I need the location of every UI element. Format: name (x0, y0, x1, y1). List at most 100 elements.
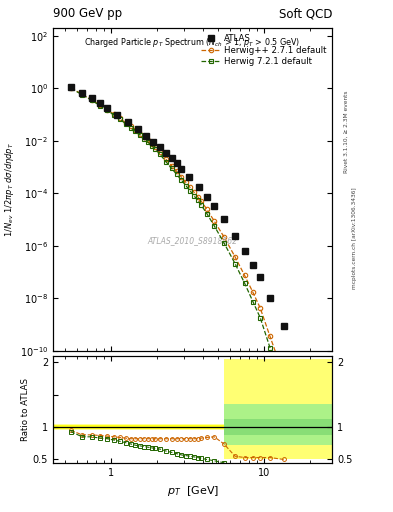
ATLAS (258, 274, 263, 281)
Herwig 7.2.1 default (212, 223, 217, 229)
Herwig 7.2.1 default (69, 85, 73, 91)
Herwig++ 2.7.1 default (222, 234, 226, 240)
Herwig++ 2.7.1 default (188, 184, 193, 190)
Herwig++ 2.7.1 default (242, 272, 247, 279)
ATLAS (135, 126, 140, 132)
ATLAS (151, 139, 156, 145)
Herwig++ 2.7.1 default (250, 289, 255, 295)
Herwig++ 2.7.1 default (169, 162, 174, 168)
Herwig 7.2.1 default (258, 315, 263, 321)
Herwig 7.2.1 default (145, 139, 150, 145)
Herwig 7.2.1 default (128, 124, 133, 131)
ATLAS (97, 100, 102, 106)
Herwig++ 2.7.1 default (123, 119, 128, 125)
ATLAS (105, 105, 110, 111)
Herwig++ 2.7.1 default (149, 141, 154, 147)
Herwig++ 2.7.1 default (233, 254, 237, 260)
Herwig 7.2.1 default (174, 172, 179, 178)
ATLAS (196, 184, 201, 190)
X-axis label: $p_T$  [GeV]: $p_T$ [GeV] (167, 484, 219, 498)
Herwig++ 2.7.1 default (184, 179, 188, 185)
Herwig 7.2.1 default (222, 240, 226, 246)
Herwig++ 2.7.1 default (133, 127, 138, 133)
Herwig 7.2.1 default (188, 188, 193, 194)
ATLAS (69, 84, 73, 91)
Herwig 7.2.1 default (242, 280, 247, 286)
Herwig 7.2.1 default (112, 112, 116, 118)
ATLAS (126, 119, 130, 125)
Herwig++ 2.7.1 default (145, 137, 150, 143)
Y-axis label: $1/N_{ev}\ 1/2\pi p_T\ d\sigma/d\eta dp_T$: $1/N_{ev}\ 1/2\pi p_T\ d\sigma/d\eta dp_… (3, 142, 16, 237)
Herwig 7.2.1 default (191, 193, 196, 199)
Herwig 7.2.1 default (123, 120, 128, 126)
Herwig++ 2.7.1 default (118, 115, 122, 121)
ATLAS (281, 323, 286, 329)
Herwig++ 2.7.1 default (141, 134, 146, 140)
Line: Herwig 7.2.1 default: Herwig 7.2.1 default (69, 86, 286, 391)
Text: Charged Particle $p_T$ Spectrum ($N_{ch}$ > 1, $p_T$ > 0.5 GeV): Charged Particle $p_T$ Spectrum ($N_{ch}… (84, 36, 301, 49)
Herwig++ 2.7.1 default (69, 85, 73, 91)
Herwig 7.2.1 default (195, 197, 200, 203)
Herwig++ 2.7.1 default (163, 156, 168, 162)
ATLAS (80, 90, 84, 96)
ATLAS (250, 262, 255, 268)
Herwig 7.2.1 default (138, 132, 142, 138)
Herwig 7.2.1 default (118, 116, 122, 122)
Herwig++ 2.7.1 default (204, 206, 209, 212)
ATLAS (89, 95, 94, 101)
Line: ATLAS: ATLAS (68, 84, 322, 415)
ATLAS (158, 144, 162, 151)
Herwig++ 2.7.1 default (80, 91, 84, 97)
ATLAS (222, 216, 226, 222)
Herwig++ 2.7.1 default (153, 144, 158, 150)
Herwig++ 2.7.1 default (138, 131, 142, 137)
Herwig++ 2.7.1 default (89, 97, 94, 103)
ATLAS (233, 233, 237, 240)
Herwig 7.2.1 default (184, 183, 188, 189)
Herwig 7.2.1 default (250, 298, 255, 305)
Y-axis label: Ratio to ATLAS: Ratio to ATLAS (21, 378, 30, 441)
ATLAS (242, 248, 247, 254)
ATLAS (163, 150, 168, 156)
ATLAS (299, 367, 303, 373)
Herwig++ 2.7.1 default (191, 189, 196, 195)
ATLAS (174, 160, 179, 166)
Herwig++ 2.7.1 default (212, 218, 217, 224)
Herwig 7.2.1 default (89, 97, 94, 103)
Herwig 7.2.1 default (105, 107, 110, 113)
ATLAS (143, 133, 148, 139)
Herwig++ 2.7.1 default (158, 149, 162, 155)
ATLAS (204, 194, 209, 200)
ATLAS (317, 409, 321, 415)
Herwig 7.2.1 default (199, 202, 204, 208)
Herwig 7.2.1 default (158, 151, 162, 157)
Herwig++ 2.7.1 default (258, 305, 263, 311)
ATLAS (115, 112, 119, 118)
Herwig++ 2.7.1 default (195, 194, 200, 200)
Text: Rivet 3.1.10, ≥ 2.3M events: Rivet 3.1.10, ≥ 2.3M events (344, 90, 349, 173)
Herwig++ 2.7.1 default (112, 111, 116, 117)
Line: Herwig++ 2.7.1 default: Herwig++ 2.7.1 default (69, 86, 286, 377)
Herwig 7.2.1 default (169, 165, 174, 172)
Herwig 7.2.1 default (268, 345, 272, 351)
ATLAS (179, 165, 184, 172)
ATLAS (268, 295, 272, 302)
Herwig 7.2.1 default (133, 129, 138, 135)
Herwig 7.2.1 default (179, 177, 184, 183)
Herwig 7.2.1 default (97, 102, 102, 109)
Herwig 7.2.1 default (80, 92, 84, 98)
Text: ATLAS_2010_S8918562: ATLAS_2010_S8918562 (147, 237, 238, 246)
Herwig++ 2.7.1 default (174, 168, 179, 175)
Herwig++ 2.7.1 default (179, 174, 184, 180)
Herwig++ 2.7.1 default (199, 198, 204, 204)
Herwig++ 2.7.1 default (281, 372, 286, 378)
Herwig 7.2.1 default (149, 142, 154, 148)
Herwig 7.2.1 default (153, 146, 158, 152)
Herwig 7.2.1 default (204, 210, 209, 217)
Herwig 7.2.1 default (281, 386, 286, 392)
ATLAS (212, 203, 217, 209)
Herwig++ 2.7.1 default (128, 123, 133, 130)
Herwig++ 2.7.1 default (105, 106, 110, 113)
Herwig++ 2.7.1 default (97, 102, 102, 108)
ATLAS (187, 174, 191, 180)
